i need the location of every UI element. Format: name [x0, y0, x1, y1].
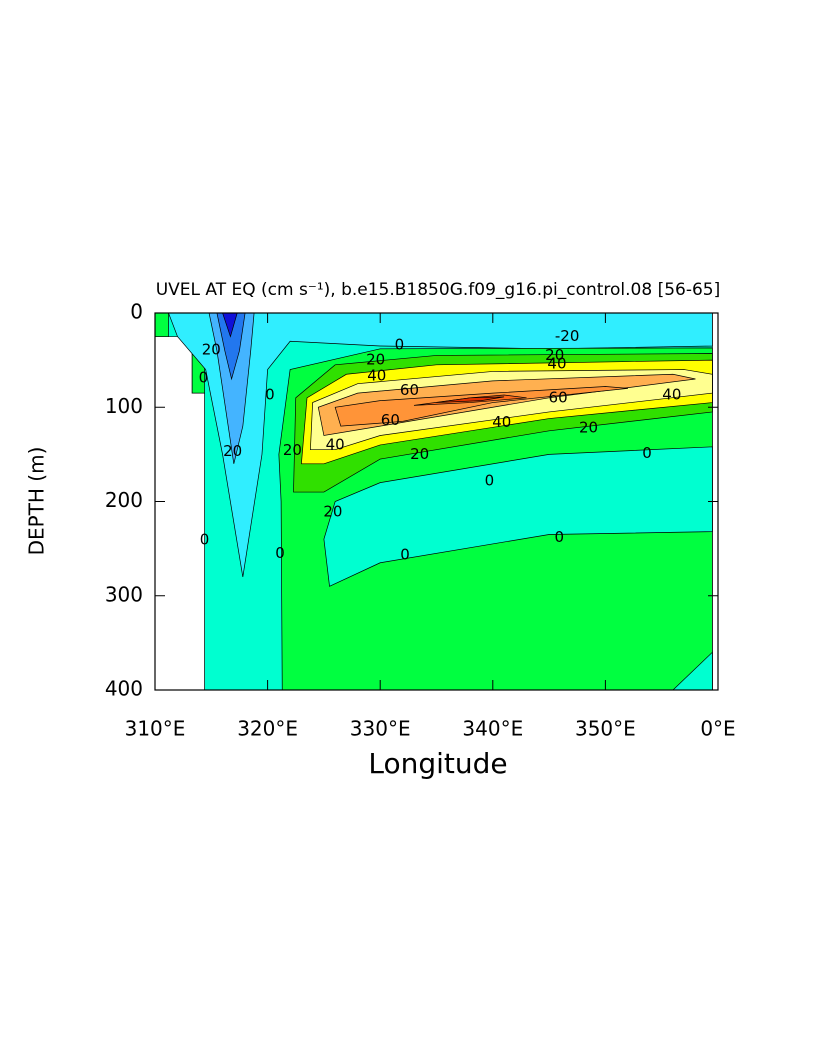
contour-label: 0 [199, 369, 209, 387]
x-tick-label: 340°E [462, 717, 523, 741]
contour-label: 40 [492, 413, 511, 431]
contour-label: 40 [326, 435, 345, 453]
contour-label: 40 [367, 367, 386, 385]
contour-region [208, 312, 255, 464]
contour-label: 20 [410, 445, 429, 463]
contour-label: 0 [265, 385, 275, 403]
y-tick-label: 100 [105, 394, 143, 418]
contour-label: 60 [400, 381, 419, 399]
contour-label: 0 [200, 531, 210, 549]
x-tick-label: 320°E [237, 717, 298, 741]
x-axis-label: Longitude [368, 747, 507, 780]
contour-label: 0 [395, 336, 405, 354]
contour-label: 0 [485, 471, 495, 489]
y-tick-label: 400 [105, 677, 143, 701]
contour-label: 40 [547, 354, 566, 372]
x-tick-label: 310°E [125, 717, 186, 741]
contour-label: 20 [366, 351, 385, 369]
contour-label: 0 [400, 546, 410, 564]
contour-label: 60 [549, 388, 568, 406]
contour-region [334, 386, 628, 427]
contour-label: 20 [545, 346, 564, 364]
y-tick-label: 200 [105, 488, 143, 512]
contour-label: 20 [223, 442, 242, 460]
x-tick-label: 0°E [700, 717, 735, 741]
contour-label: 0 [275, 544, 285, 562]
contour-region [436, 396, 505, 403]
contour-label: 60 [381, 411, 400, 429]
contour-region [323, 446, 713, 587]
contour-label: 20 [579, 418, 598, 436]
y-tick-label: 0 [130, 300, 143, 324]
x-tick-label: 350°E [575, 717, 636, 741]
contour-label: 20 [323, 502, 342, 520]
contour-label: -20 [555, 327, 580, 345]
y-axis-label: DEPTH (m) [25, 447, 49, 556]
x-tick-label: 330°E [350, 717, 411, 741]
contour-label: 20 [202, 340, 221, 358]
chart-title: UVEL AT EQ (cm s⁻¹), b.e15.B1850G.f09_g1… [156, 280, 721, 300]
contour-label: 0 [554, 528, 564, 546]
contour-label: 20 [283, 441, 302, 459]
contour-region [154, 312, 169, 337]
contour-label: 40 [662, 385, 681, 403]
y-tick-label: 300 [105, 582, 143, 606]
contour-label: 0 [642, 444, 652, 462]
